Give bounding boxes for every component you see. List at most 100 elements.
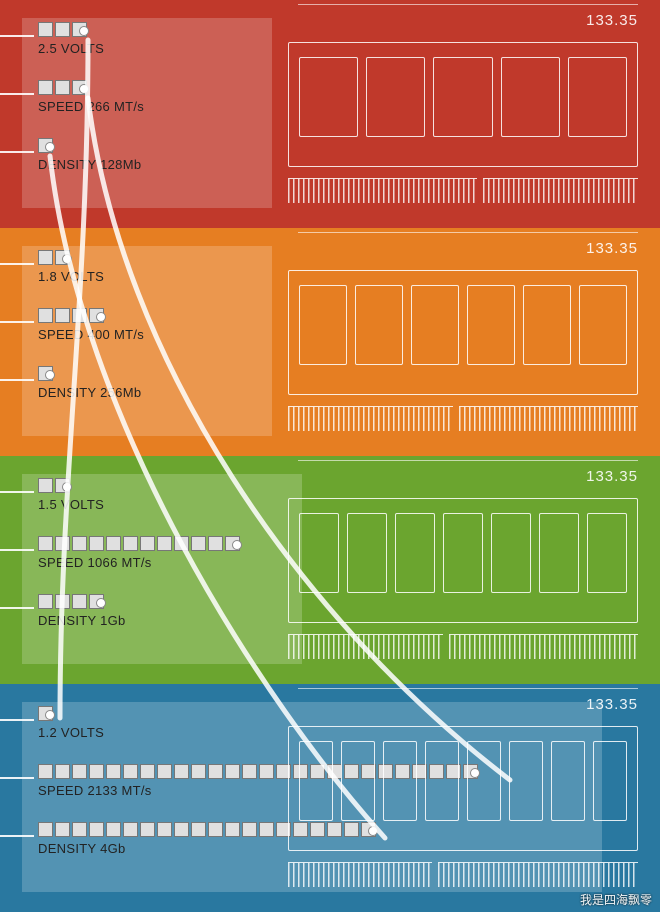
box-icon [55, 764, 70, 779]
speed-metric: SPEED 400 MT/s [38, 308, 144, 342]
box-icon [123, 822, 138, 837]
box-icon [157, 822, 172, 837]
box-icon [174, 822, 189, 837]
bar-boxes [38, 250, 104, 265]
box-icon [140, 764, 155, 779]
box-icon [89, 594, 104, 609]
bar-boxes [38, 594, 126, 609]
box-icon [208, 822, 223, 837]
watermark: 我是四海飘零 [580, 891, 652, 908]
box-icon [242, 764, 257, 779]
dimension-label: 133.35 [586, 12, 638, 29]
box-icon [38, 536, 53, 551]
box-icon [106, 822, 121, 837]
bar-boxes [38, 80, 144, 95]
box-icon [55, 250, 70, 265]
box-icon [140, 822, 155, 837]
speed-metric: SPEED 266 MT/s [38, 80, 144, 114]
box-icon [38, 138, 53, 153]
density-label: DENSITY 1Gb [38, 613, 126, 628]
connector-line [0, 777, 34, 779]
box-icon [55, 22, 70, 37]
connector-line [0, 491, 34, 493]
box-icon [191, 536, 206, 551]
dimension-line [298, 4, 638, 5]
volts-label: 2.5 VOLTS [38, 41, 104, 56]
box-icon [38, 22, 53, 37]
volts-label: 1.2 VOLTS [38, 725, 104, 740]
speed-label: SPEED 266 MT/s [38, 99, 144, 114]
box-icon [72, 22, 87, 37]
box-icon [225, 536, 240, 551]
box-icon [38, 80, 53, 95]
box-icon [174, 536, 189, 551]
box-icon [38, 594, 53, 609]
box-icon [55, 478, 70, 493]
box-icon [208, 536, 223, 551]
ram-module-icon [288, 498, 638, 658]
ram-module-icon [288, 726, 638, 886]
box-icon [55, 822, 70, 837]
bar-boxes [38, 536, 240, 551]
box-icon [225, 764, 240, 779]
volts-metric: 1.2 VOLTS [38, 706, 104, 740]
box-icon [55, 536, 70, 551]
density-label: DENSITY 128Mb [38, 157, 141, 172]
connector-line [0, 549, 34, 551]
connector-line [0, 835, 34, 837]
bar-boxes [38, 478, 104, 493]
ddr-generation-3: 133.35 1.5 VOLTS SPEED 1066 MT/s DENSITY 1G… [0, 456, 660, 684]
ram-module-icon [288, 270, 638, 430]
box-icon [38, 706, 53, 721]
box-icon [72, 764, 87, 779]
density-label: DENSITY 256Mb [38, 385, 141, 400]
box-icon [72, 80, 87, 95]
box-icon [55, 80, 70, 95]
connector-line [0, 607, 34, 609]
speed-metric: SPEED 1066 MT/s [38, 536, 240, 570]
ram-module-icon [288, 42, 638, 202]
box-icon [89, 764, 104, 779]
volts-metric: 1.8 VOLTS [38, 250, 104, 284]
box-icon [55, 594, 70, 609]
connector-line [0, 151, 34, 153]
bar-boxes [38, 22, 104, 37]
connector-line [0, 93, 34, 95]
box-icon [157, 536, 172, 551]
box-icon [72, 594, 87, 609]
box-icon [38, 308, 53, 323]
box-icon [72, 536, 87, 551]
volts-label: 1.5 VOLTS [38, 497, 104, 512]
dimension-line [298, 460, 638, 461]
box-icon [259, 764, 274, 779]
volts-metric: 1.5 VOLTS [38, 478, 104, 512]
speed-label: SPEED 1066 MT/s [38, 555, 240, 570]
ddr-generation-4: 133.351.2 VOLTSSPEED 2133 MT/sDENSITY 4G… [0, 684, 660, 912]
bar-boxes [38, 706, 104, 721]
box-icon [191, 822, 206, 837]
box-icon [123, 764, 138, 779]
box-icon [89, 536, 104, 551]
box-icon [225, 822, 240, 837]
bar-boxes [38, 308, 144, 323]
density-metric: DENSITY 128Mb [38, 138, 141, 172]
connector-line [0, 379, 34, 381]
dimension-label: 133.35 [586, 468, 638, 485]
box-icon [242, 822, 257, 837]
bar-boxes [38, 366, 141, 381]
box-icon [259, 822, 274, 837]
box-icon [38, 822, 53, 837]
connector-line [0, 719, 34, 721]
box-icon [140, 536, 155, 551]
box-icon [157, 764, 172, 779]
box-icon [38, 478, 53, 493]
volts-label: 1.8 VOLTS [38, 269, 104, 284]
box-icon [38, 764, 53, 779]
connector-line [0, 321, 34, 323]
density-metric: DENSITY 1Gb [38, 594, 126, 628]
box-icon [38, 250, 53, 265]
density-metric: DENSITY 256Mb [38, 366, 141, 400]
box-icon [72, 308, 87, 323]
box-icon [89, 308, 104, 323]
bar-boxes [38, 138, 141, 153]
